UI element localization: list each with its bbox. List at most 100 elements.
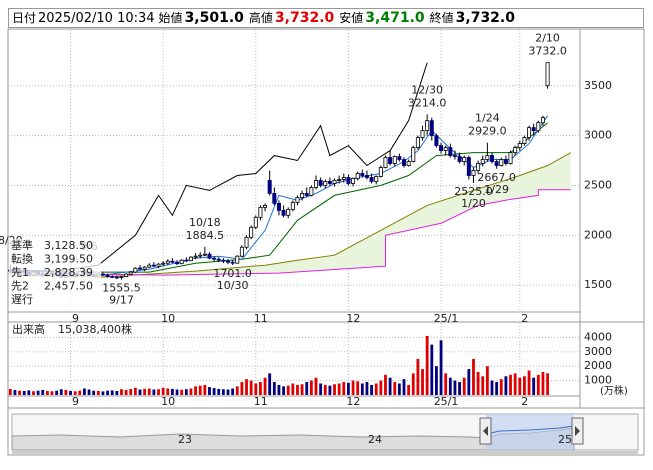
candle-body — [300, 193, 305, 198]
volume-bar — [527, 370, 531, 395]
volume-bar — [259, 382, 262, 395]
candle-body — [124, 273, 129, 278]
candle-body — [425, 120, 430, 132]
candle-body — [540, 117, 545, 124]
candle-body — [415, 137, 420, 148]
volume-bar — [291, 383, 295, 395]
candle-body — [309, 187, 314, 196]
candle-body — [327, 181, 332, 184]
navigator: 23 24 25 — [11, 413, 639, 456]
candle-body — [276, 202, 281, 211]
volume-bar — [36, 390, 40, 395]
y-tick-label: 1000 — [584, 374, 612, 387]
legend-value: 2,828.39 — [44, 266, 93, 279]
annotation-value: 2929.0 — [468, 125, 507, 138]
volume-bar — [485, 366, 489, 395]
volume-bar — [323, 384, 327, 395]
candle-body — [304, 193, 309, 196]
x-tick-label: 2 — [521, 312, 528, 325]
volume-bar — [143, 388, 147, 395]
legend-box — [9, 239, 101, 310]
candle-body — [476, 163, 481, 171]
candle-body — [485, 155, 490, 160]
volume-bar — [240, 382, 244, 395]
volume-bar — [157, 389, 160, 395]
candle-body — [364, 175, 369, 178]
candle-body — [531, 127, 536, 132]
volume-bar — [106, 390, 109, 395]
volume-bar — [319, 383, 323, 395]
candle-body — [184, 259, 189, 262]
y-tick-label: 3000 — [584, 345, 612, 358]
volume-bar — [212, 388, 216, 395]
candle-body — [503, 159, 508, 164]
volume-bar — [462, 377, 466, 395]
volume-bar — [92, 390, 96, 395]
candle-body — [156, 263, 161, 267]
navigator-label: 23 — [178, 433, 192, 446]
y-tick-label: 3000 — [584, 129, 612, 142]
indicator-line — [10, 152, 571, 278]
field-label: 日付 — [12, 11, 37, 25]
candle-body — [499, 159, 504, 166]
volume-bar — [309, 380, 313, 395]
candle-body — [439, 145, 444, 151]
volume-bar — [379, 380, 383, 395]
y-tick-label: 2000 — [584, 359, 612, 372]
annotation-date: 10/30 — [217, 279, 249, 292]
candle-body — [202, 253, 207, 256]
volume-bar — [32, 391, 35, 395]
candle-body — [114, 276, 119, 279]
candle-body — [165, 260, 170, 264]
volume-bar — [370, 384, 373, 395]
candle-body — [522, 137, 527, 144]
y-tick-label: 1500 — [584, 278, 612, 291]
navigator-window[interactable] — [486, 414, 574, 450]
volume-bar — [50, 391, 54, 395]
legend-name: 遅行 — [11, 293, 33, 306]
volume-bar — [458, 382, 461, 395]
annotation-value: 3214.0 — [408, 96, 447, 109]
volume-bar — [393, 382, 397, 395]
scrollbar[interactable] — [12, 451, 638, 456]
candle-body — [545, 62, 550, 87]
volume-bar — [541, 371, 545, 395]
candle-body — [383, 157, 388, 168]
volume-bar — [272, 382, 276, 395]
legend-value: 3,199.50 — [44, 253, 93, 266]
candle-body — [249, 226, 254, 238]
volume-bar — [268, 373, 272, 395]
volume-bar — [8, 388, 12, 395]
candle-body — [374, 176, 379, 182]
annotation-value: 3732.0 — [528, 45, 567, 58]
candle-body — [323, 181, 328, 186]
candle-body — [105, 274, 110, 278]
volume-bar — [296, 384, 299, 395]
candle-body — [443, 147, 448, 151]
volume-bar — [532, 377, 536, 395]
volume-bar — [198, 385, 202, 395]
volume-bar — [254, 383, 258, 395]
volume-bar — [166, 388, 170, 395]
annotation-date: 9/17 — [109, 294, 134, 307]
candle-body — [207, 253, 212, 259]
volume-bar — [41, 389, 45, 395]
volume-bar — [133, 387, 137, 395]
annotation-date: 1/20 — [461, 197, 486, 210]
volume-bar — [536, 374, 540, 395]
volume-bar — [439, 340, 443, 395]
candle-body — [392, 156, 397, 164]
candle-body — [480, 159, 485, 164]
volume-bar — [263, 377, 267, 395]
annotation-value: 1555.5 — [102, 282, 141, 295]
candle-body — [225, 260, 230, 263]
volume-bar — [129, 388, 133, 395]
volume-bar — [124, 389, 128, 395]
volume-bar — [495, 382, 499, 395]
volume-bar — [189, 388, 193, 395]
field-value: 3,501.0 — [184, 10, 244, 26]
navigator-line — [485, 425, 575, 435]
candle-body — [517, 143, 522, 148]
